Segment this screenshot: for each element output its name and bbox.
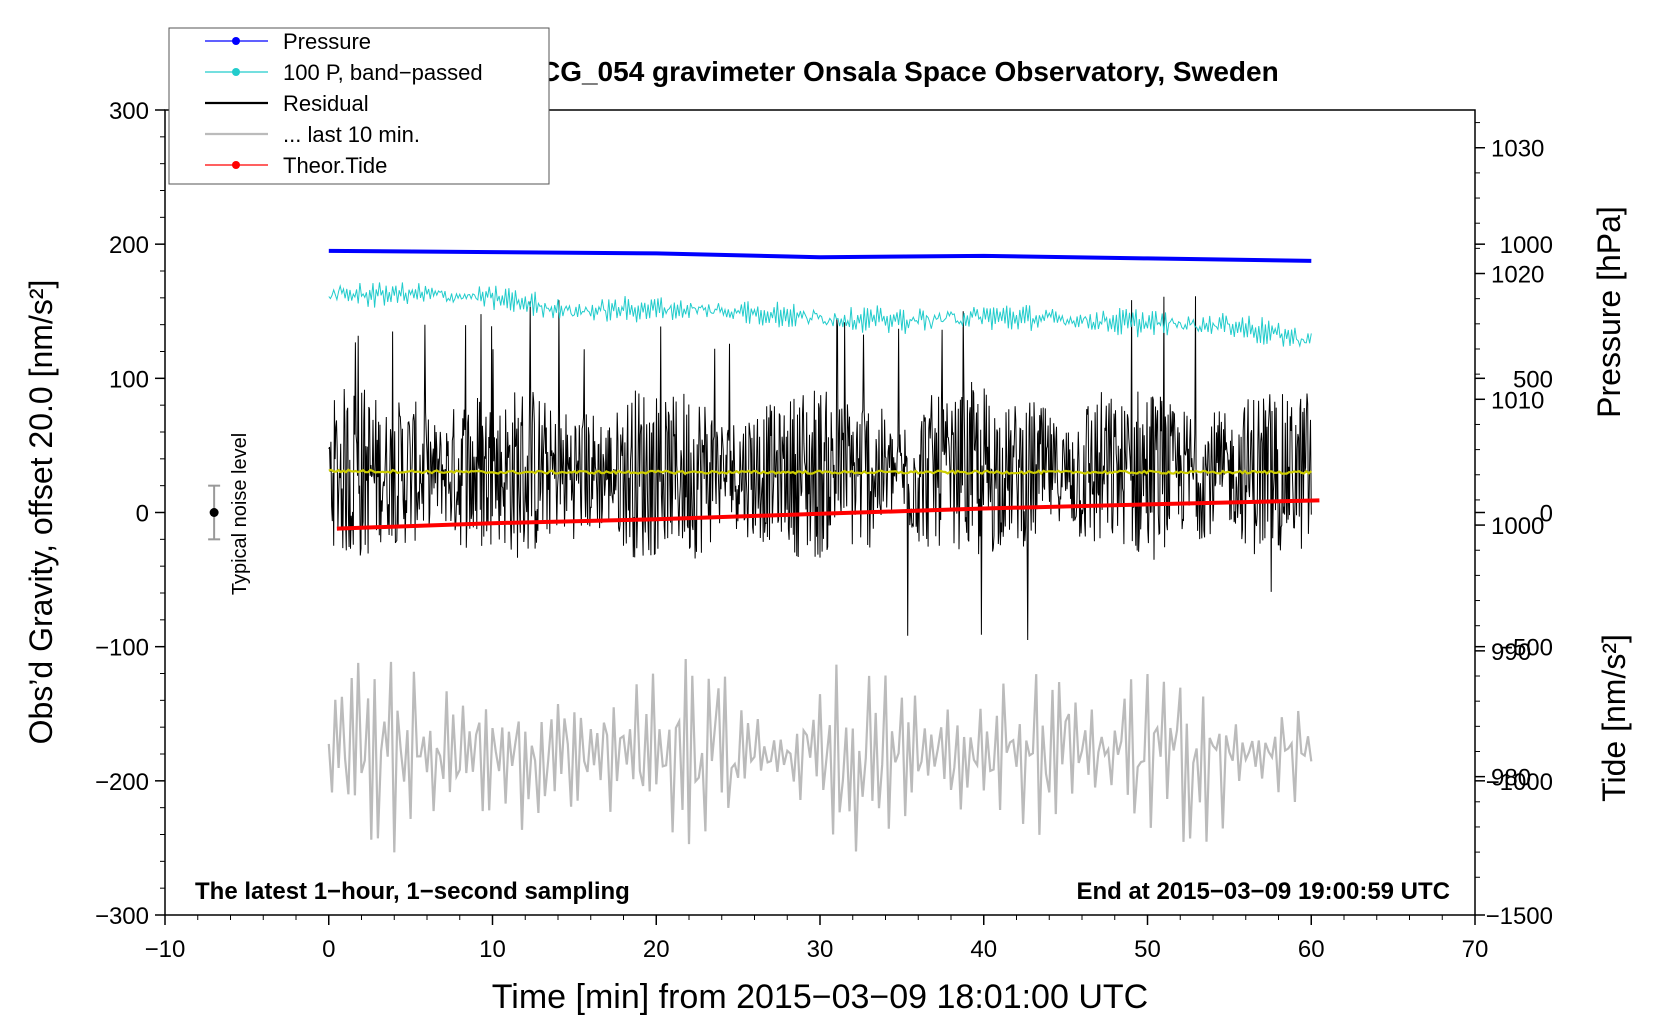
- y-tick-label: −100: [95, 635, 149, 662]
- x-tick-label: 70: [1462, 936, 1489, 963]
- legend-box: [168, 27, 550, 185]
- tide-tick-label: −500: [1499, 635, 1553, 662]
- chart-title: SCG_054 gravimeter Onsala Space Observat…: [521, 56, 1278, 87]
- y-axis-label-pressure: Pressure [hPa]: [1591, 206, 1627, 418]
- series-theoretical-tide: [336, 498, 1320, 531]
- x-axis-label: Time [min] from 2015−03−09 18:01:00 UTC: [492, 978, 1148, 1016]
- x-tick-label: 20: [643, 936, 670, 963]
- y-tick-label: 100: [109, 366, 149, 393]
- pressure-tick-label: 990: [1491, 639, 1531, 666]
- x-tick-label: −10: [145, 936, 186, 963]
- legend-entry: Theor.Tide: [205, 153, 387, 178]
- noise-indicator: [208, 484, 221, 541]
- pressure-tick-label: 1010: [1491, 387, 1544, 414]
- x-tick-label: 10: [479, 936, 506, 963]
- y-tick-label: 300: [109, 98, 149, 125]
- legend-entry: Pressure: [205, 29, 371, 54]
- legend-entry: ... last 10 min.: [205, 122, 420, 147]
- axes-layer: −10 0 10 20 30 40 50 60 70−300−200−1000100200300…: [95, 98, 1553, 963]
- y-tick-label: 0: [136, 501, 149, 528]
- y-tick-label: 200: [109, 232, 149, 259]
- noise-bar-center: [209, 508, 219, 517]
- legend-swatch-marker: [232, 37, 240, 45]
- x-tick-label: 50: [1134, 936, 1161, 963]
- pressure-tick-label: 980: [1491, 765, 1531, 792]
- pressure-tick-label: 1030: [1491, 136, 1544, 163]
- series-residual: [328, 296, 1312, 641]
- legend-entry: Residual: [205, 91, 369, 116]
- x-tick-label: 30: [807, 936, 834, 963]
- legend-entries: Pressure 100 P, band−passed Residual ... la…: [205, 29, 483, 178]
- series-last-10-min: [327, 658, 1313, 853]
- x-tick-label: 60: [1298, 936, 1325, 963]
- pressure-tick-label: 1020: [1491, 262, 1544, 289]
- annotation-bottom-right: End at 2015−03−09 19:00:59 UTC: [1076, 878, 1450, 905]
- y-tick-label: −200: [95, 769, 149, 796]
- legend-label: 100 P, band−passed: [283, 60, 483, 85]
- y-axis-label-tide: Tide [nm/s²]: [1596, 634, 1632, 802]
- series-residual-smoothed: [328, 468, 1313, 476]
- tide-tick-label: −1000: [1486, 769, 1553, 796]
- legend-label: Theor.Tide: [283, 153, 387, 178]
- legend-swatch-marker: [232, 68, 240, 76]
- x-tick-label: 40: [970, 936, 997, 963]
- legend-label: ... last 10 min.: [283, 122, 420, 147]
- tide-tick-label: 500: [1513, 366, 1553, 393]
- tide-tick-label: −1500: [1486, 903, 1553, 930]
- noise-label: Typical noise level: [229, 433, 251, 595]
- legend: Pressure 100 P, band−passed Residual ... la…: [168, 27, 550, 185]
- legend-swatch-marker: [232, 161, 240, 169]
- annotation-bottom-left: The latest 1−hour, 1−second sampling: [195, 878, 630, 905]
- y-axis-label-left: Obs’d Gravity, offset 20.0 [nm/s²]: [23, 280, 59, 745]
- series-layer: [327, 248, 1320, 853]
- series-band-passed-pressure: [328, 282, 1312, 348]
- legend-label: Residual: [283, 91, 369, 116]
- x-tick-label: 0: [322, 936, 335, 963]
- series-pressure: [328, 248, 1312, 263]
- pressure-tick-label: 1000: [1491, 513, 1544, 540]
- legend-label: Pressure: [283, 29, 371, 54]
- legend-entry: 100 P, band−passed: [205, 60, 483, 85]
- tide-tick-label: 1000: [1500, 232, 1553, 259]
- tide-tick-label: 0: [1540, 501, 1553, 528]
- y-tick-label: −300: [95, 903, 149, 930]
